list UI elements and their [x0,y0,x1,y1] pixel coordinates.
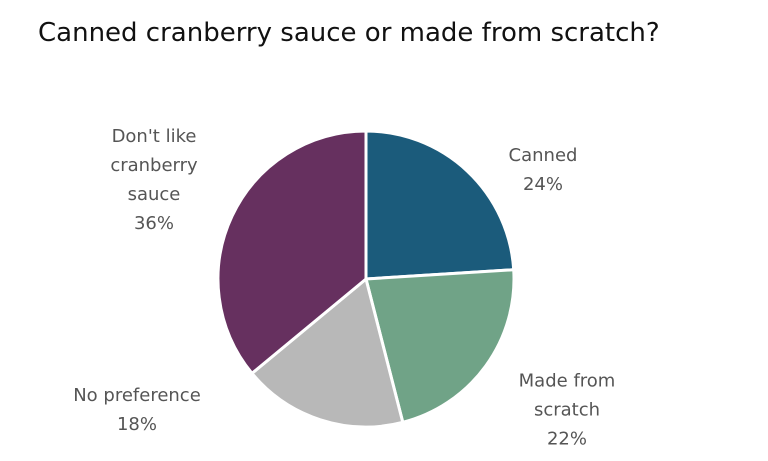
slice-label: Don't like cranberry sauce 36% [99,122,209,238]
pie-slice [249,276,405,429]
category-label: No preference [73,385,201,406]
value-label: 22% [546,428,587,450]
category-label: Canned [508,145,578,166]
category-label: Don't like cranberry sauce [110,126,198,205]
category-label: Made from scratch [518,370,616,421]
pie-slice [216,129,368,376]
chart-title: Canned cranberry sauce or made from scra… [38,18,660,48]
value-label: 24% [522,174,563,195]
pie-slice [364,129,516,281]
slice-label: No preference 18% [47,381,227,439]
slice-label: Made from scratch 22% [502,367,632,454]
slice-label: Canned 24% [488,141,598,199]
pie-slice [364,268,516,425]
value-label: 18% [116,414,157,435]
value-label: 36% [133,213,174,234]
